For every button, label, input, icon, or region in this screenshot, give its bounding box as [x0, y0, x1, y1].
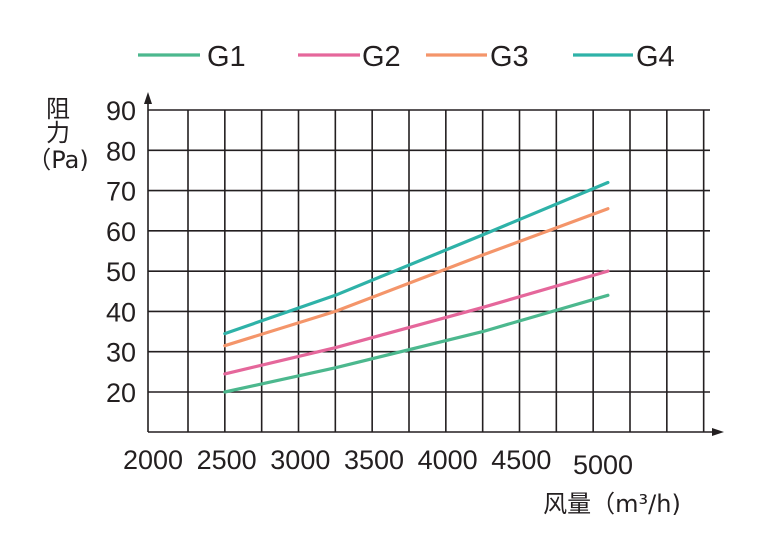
legend-item-g4: G4	[573, 41, 675, 73]
grid	[148, 109, 710, 432]
y-tick-label: 70	[106, 177, 136, 207]
y-axis-arrow	[144, 92, 152, 104]
y-tick-label: 40	[106, 297, 136, 327]
x-axis-arrow	[712, 428, 724, 436]
legend-label: G2	[362, 41, 401, 73]
x-tick-label: 3500	[344, 445, 404, 475]
series-lines	[223, 180, 610, 394]
x-axis-label: 风量（m³/h)	[543, 490, 681, 518]
y-axis-label-char-2: 力	[46, 119, 70, 147]
series-line-g2	[223, 269, 610, 376]
x-tick-label: 2500	[197, 445, 257, 475]
x-tick-label: 4000	[418, 445, 478, 475]
x-tick-label: 5000	[573, 450, 633, 480]
legend-item-g3: G3	[426, 41, 529, 73]
legend-item-g2: G2	[298, 41, 401, 73]
y-tick-label: 20	[106, 378, 136, 408]
y-axis-label-char-1: 阻	[46, 95, 70, 123]
axes	[144, 92, 724, 436]
legend-label: G1	[207, 41, 246, 73]
legend-label: G3	[490, 41, 529, 73]
y-tick-label: 30	[106, 338, 136, 368]
x-tick-label: 2000	[123, 445, 183, 475]
y-tick-label: 50	[106, 257, 136, 287]
legend-item-g1: G1	[138, 41, 246, 73]
series-line-g3	[223, 207, 610, 348]
series-line-g4	[223, 180, 610, 336]
y-tick-label: 80	[106, 136, 136, 166]
legend-label: G4	[636, 41, 675, 73]
x-tick-labels: 2000 2500 3000 3500 4000 4500 5000	[123, 445, 633, 480]
y-tick-label: 60	[106, 217, 136, 247]
series-line-g1	[223, 293, 610, 394]
x-tick-label: 3000	[270, 445, 330, 475]
legend: G1 G2 G3 G4	[138, 41, 675, 73]
y-tick-labels: 20 30 40 50 60 70 80 90	[106, 96, 136, 408]
y-tick-label: 90	[106, 96, 136, 126]
x-tick-label: 4500	[491, 445, 551, 475]
y-axis-label-unit: （Pa)	[27, 146, 88, 174]
